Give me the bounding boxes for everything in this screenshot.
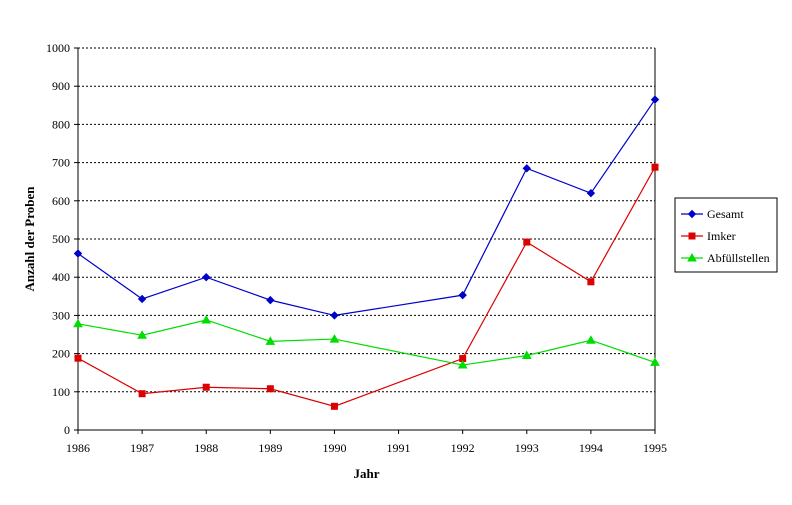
data-point-square [330, 402, 338, 410]
y-tick-label: 700 [52, 156, 70, 170]
series-gesamt [73, 95, 660, 320]
data-point-triangle [521, 350, 532, 360]
data-point-triangle [73, 318, 83, 328]
legend-label: Abfüllstellen [707, 251, 770, 265]
data-point-square [202, 383, 210, 391]
x-tick-label: 1992 [451, 441, 475, 455]
data-point-square [688, 232, 696, 240]
y-tick-label: 300 [52, 308, 70, 322]
data-point-diamond [522, 164, 531, 173]
data-point-square [651, 163, 659, 171]
x-tick-label: 1994 [579, 441, 603, 455]
data-point-triangle [687, 252, 697, 262]
series-layer [73, 95, 660, 410]
data-point-triangle [650, 357, 660, 366]
data-point-square [523, 238, 531, 246]
data-point-diamond [202, 272, 211, 282]
y-axis-title: Anzahl der Proben [22, 186, 37, 292]
y-tick-label: 400 [52, 270, 70, 284]
x-tick-label: 1989 [258, 441, 282, 455]
data-point-diamond [586, 188, 596, 198]
data-point-diamond [650, 95, 660, 104]
x-ticks: 1986 1987 1988 1989 1990 1991 1992 1993 1994 1995 [66, 430, 667, 455]
data-point-square [74, 354, 82, 362]
x-axis-title: Jahr [354, 466, 380, 481]
x-tick-label: 1988 [194, 441, 218, 455]
y-tick-label: 800 [52, 117, 70, 131]
data-point-triangle [265, 336, 276, 345]
gridlines [78, 47, 656, 430]
data-point-diamond [687, 209, 697, 219]
y-ticks: 0 100 200 300 400 500 600 700 800 900 1000 [46, 41, 78, 437]
series-line [77, 99, 656, 317]
data-point-triangle [586, 335, 596, 344]
series-line [77, 166, 656, 407]
data-point-diamond [266, 295, 275, 305]
y-tick-label: 200 [52, 347, 70, 361]
y-tick-label: 500 [52, 232, 70, 246]
data-point-triangle [201, 314, 212, 324]
x-tick-label: 1990 [322, 441, 346, 455]
data-point-diamond [458, 290, 467, 300]
data-point-triangle [329, 334, 340, 343]
data-point-square [266, 385, 274, 393]
y-tick-label: 0 [64, 423, 70, 437]
data-point-square [587, 278, 595, 286]
legend: Gesamt Imker Abfüllstellen [674, 197, 778, 273]
y-tick-label: 600 [52, 194, 70, 208]
legend-label: Imker [707, 229, 736, 243]
data-point-triangle [137, 330, 147, 339]
x-tick-label: 1987 [130, 441, 154, 455]
data-point-triangle [457, 360, 468, 369]
x-tick-label: 1986 [66, 441, 90, 455]
y-tick-label: 900 [52, 79, 70, 93]
series-imker [74, 163, 659, 410]
x-tick-label: 1995 [643, 441, 667, 455]
series-abfllstellen [73, 314, 660, 369]
series-line [77, 319, 656, 366]
y-tick-label: 1000 [46, 41, 70, 55]
x-tick-label: 1993 [515, 441, 539, 455]
data-point-diamond [73, 249, 83, 258]
legend-label: Gesamt [707, 207, 744, 221]
x-tick-label: 1991 [387, 441, 411, 455]
data-point-square [138, 390, 146, 398]
data-point-diamond [330, 311, 339, 320]
y-tick-label: 100 [52, 385, 70, 399]
data-point-diamond [137, 294, 147, 304]
